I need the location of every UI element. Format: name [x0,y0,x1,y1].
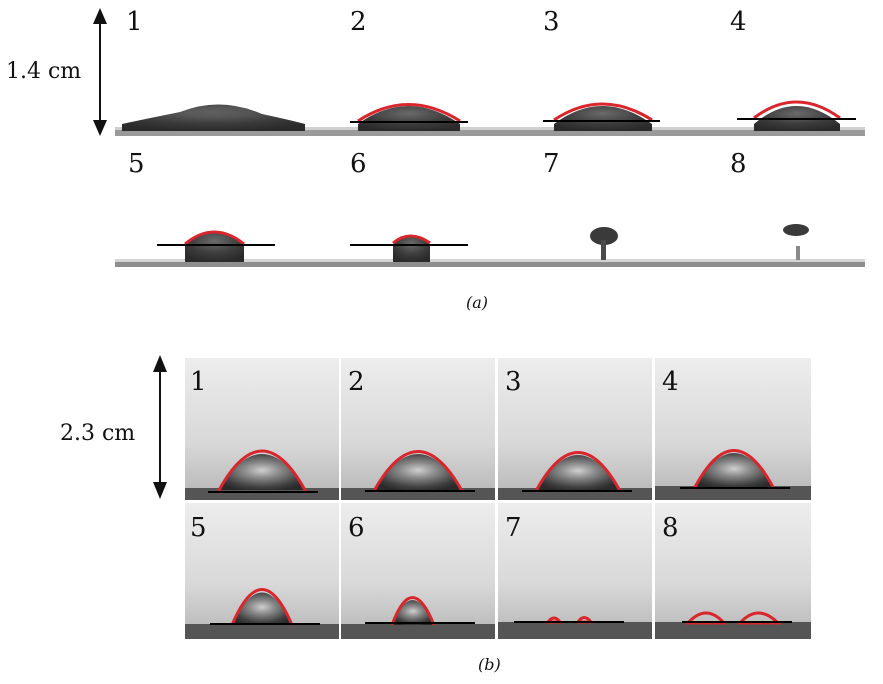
frame-number-a8: 8 [730,149,747,179]
droplet-a2 [350,103,468,131]
frame-number-a7: 7 [543,149,560,179]
frame-number-b4: 4 [662,367,679,397]
scale-label-a: 1.4 cm [6,59,81,84]
frame-tile-b8 [655,503,811,639]
fit-contour-b3 [534,451,622,492]
substrate-row-a1 [115,127,865,136]
frame-number-a6: 6 [350,149,367,179]
substrate-row-a2 [115,259,865,267]
frame-number-b3: 3 [505,367,522,397]
frame-number-a5: 5 [128,149,145,179]
panel-b: 2.3 cm [60,355,811,674]
frame-number-b7: 7 [505,513,522,543]
fit-contour-b1 [216,449,308,493]
frame-number-b8: 8 [662,513,679,543]
caption-b: (b) [478,655,501,674]
scale-label-b: 2.3 cm [60,421,135,446]
frame-number-a3: 3 [543,7,560,37]
droplet-a5 [157,230,275,262]
residue-a8 [783,224,809,260]
fit-contour-a3 [553,102,653,122]
panel-a: 1.4 cm 1 2 3 4 5 6 7 8 [6,7,865,312]
frame-number-a2: 2 [350,7,367,37]
fit-contour-b5 [230,588,294,626]
frame-tile-b1 [185,358,339,500]
scale-arrow-a [93,8,107,136]
fit-contour-b6 [390,596,436,626]
frame-tile-b6 [341,503,495,639]
caption-a: (a) [466,293,488,312]
frame-tile-b2 [341,358,495,500]
frame-tile-b5 [185,503,339,639]
residue-a7 [590,227,618,260]
frame-tile-b7 [498,503,652,639]
droplet-a1 [122,104,305,131]
fit-contour-a6 [392,234,431,245]
fit-contour-b2 [372,450,464,492]
fit-contour-a5 [184,230,245,246]
fit-contour-b4 [692,449,776,490]
droplet-a6 [350,234,468,262]
frame-number-a1: 1 [126,7,143,37]
fit-contour-a4 [753,100,841,120]
frame-tile-b4 [655,358,811,500]
droplet-a3 [543,102,660,131]
droplet-a4 [737,100,856,131]
frame-tile-b3 [498,358,652,500]
frame-number-b5: 5 [190,513,207,543]
frame-number-b1: 1 [190,367,207,397]
frame-number-b6: 6 [348,513,365,543]
frame-number-b2: 2 [348,367,365,397]
frame-number-a4: 4 [730,7,747,37]
scale-arrow-b [153,355,167,499]
fit-contour-a2 [357,103,461,123]
